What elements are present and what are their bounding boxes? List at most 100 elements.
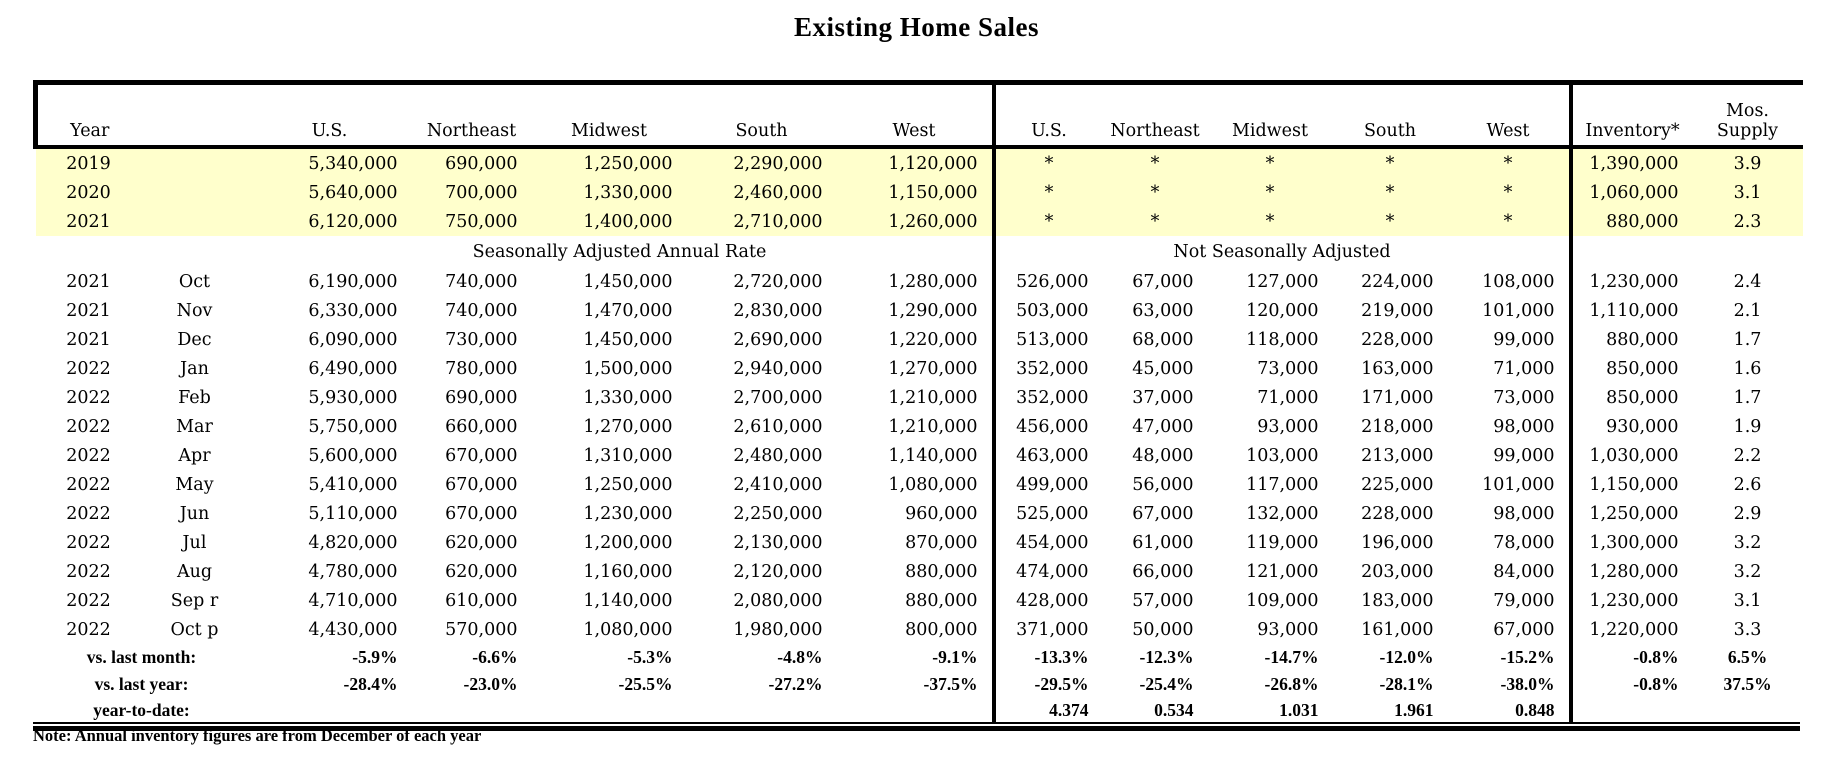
cell-saar-northeast: 620,000 — [445, 532, 518, 553]
cell-inventory: 1,230,000 — [1568, 267, 1693, 296]
cell-saar-midwest — [532, 698, 687, 722]
cell-inventory: 850,000 — [1568, 383, 1693, 412]
cell-mos-supply: 3.2 — [1733, 532, 1762, 553]
cell-nsa-south: 224,000 — [1361, 271, 1434, 292]
cell-saar-midwest: 1,140,000 — [583, 590, 673, 611]
cell-year: 2022 — [66, 561, 111, 582]
cell-inventory: 930,000 — [1568, 412, 1693, 441]
col-header-inventory: Inventory* — [1568, 82, 1693, 149]
cell-nsa-south: 228,000 — [1361, 503, 1434, 524]
cell-nsa-us: 352,000 — [991, 383, 1103, 412]
existing-home-sales-table: Year U.S. Northeast Midwest South West U… — [33, 80, 1803, 722]
cell-month: Apr — [178, 445, 211, 466]
cell-saar-west: 1,280,000 — [888, 271, 978, 292]
cell-saar-northeast — [412, 698, 532, 722]
cell-nsa-us: 428,000 — [991, 586, 1103, 615]
cell-saar-us: 5,750,000 — [308, 416, 398, 437]
cell-inventory: 1,060,000 — [1568, 178, 1693, 207]
cell-saar-south: 2,610,000 — [733, 416, 823, 437]
col-header-nsa-west: West — [1447, 82, 1571, 149]
cell-nsa-northeast: 67,000 — [1132, 503, 1194, 524]
nsa-group-label: Not Seasonally Adjusted — [991, 236, 1571, 267]
col-header-saar-west: West — [836, 82, 994, 149]
cell-saar-midwest: 1,250,000 — [583, 474, 673, 495]
monthly-row: 2021 Dec 6,090,000 730,000 1,450,000 2,690,00… — [36, 325, 1803, 354]
cell-nsa-midwest: * — [1207, 178, 1333, 207]
cell-inventory: 1,230,000 — [1568, 586, 1693, 615]
cell-saar-midwest: 1,250,000 — [531, 147, 687, 178]
cell-nsa-midwest: 117,000 — [1246, 474, 1319, 495]
col-header-month — [141, 82, 248, 149]
cell-nsa-midwest: 109,000 — [1246, 590, 1319, 611]
cell-saar-south: 2,120,000 — [733, 561, 823, 582]
cell-nsa-northeast: 45,000 — [1132, 358, 1194, 379]
cell-nsa-midwest: * — [1207, 207, 1333, 236]
monthly-row: 2022 May 5,410,000 670,000 1,250,000 2,410,00… — [36, 470, 1803, 499]
cell-year: 2022 — [66, 619, 111, 640]
cell-month: Oct — [178, 271, 211, 292]
group-subheader-row: Seasonally Adjusted Annual Rate Not Seas… — [36, 236, 1803, 267]
cell-saar-us: -5.9% — [352, 647, 398, 667]
cell-saar-northeast: 700,000 — [411, 178, 532, 207]
cell-nsa-west: 101,000 — [1482, 474, 1555, 495]
cell-year: 2021 — [35, 207, 142, 236]
cell-mos-supply: 3.3 — [1733, 619, 1762, 640]
cell-nsa-us: 526,000 — [991, 267, 1103, 296]
cell-nsa-south: 183,000 — [1361, 590, 1434, 611]
monthly-row: 2021 Oct 6,190,000 740,000 1,450,000 2,720,00… — [36, 267, 1803, 296]
cell-nsa-south: * — [1332, 147, 1448, 178]
subheader-spacer — [36, 236, 248, 267]
cell-saar-west: 1,210,000 — [888, 387, 978, 408]
cell-saar-west: 1,220,000 — [888, 329, 978, 350]
cell-saar-us: 6,190,000 — [308, 271, 398, 292]
cell-saar-northeast: 690,000 — [411, 147, 532, 178]
cell-mos-supply: 1.9 — [1733, 416, 1762, 437]
cell-year: 2022 — [66, 358, 111, 379]
cell-mos-supply: 2.2 — [1733, 445, 1762, 466]
cell-saar-northeast: 660,000 — [445, 416, 518, 437]
cell-nsa-us: 4.374 — [991, 698, 1103, 722]
cell-mos-supply: 2.1 — [1733, 300, 1762, 321]
monthly-row: 2022 Feb 5,930,000 690,000 1,330,000 2,700,00… — [36, 383, 1803, 412]
col-header-nsa-northeast: Northeast — [1102, 82, 1208, 149]
cell-nsa-midwest: 120,000 — [1246, 300, 1319, 321]
cell-year: 2022 — [66, 416, 111, 437]
cell-saar-northeast: -23.0% — [463, 674, 518, 694]
col-header-year: Year — [33, 82, 142, 149]
cell-nsa-south: -12.0% — [1379, 647, 1434, 667]
cell-mos-supply: 2.6 — [1733, 474, 1762, 495]
cell-nsa-northeast: * — [1102, 178, 1208, 207]
cell-saar-west: 960,000 — [905, 503, 978, 524]
cell-inventory: 1,030,000 — [1568, 441, 1693, 470]
cell-year: 2022 — [66, 503, 111, 524]
cell-year: 2022 — [66, 474, 111, 495]
cell-inventory: 1,300,000 — [1568, 528, 1693, 557]
cell-nsa-northeast: 37,000 — [1132, 387, 1194, 408]
cell-nsa-us: 456,000 — [991, 412, 1103, 441]
cell-nsa-us: 525,000 — [991, 499, 1103, 528]
annual-row: 2020 5,640,000 700,000 1,330,000 2,460,000 1,… — [35, 178, 1803, 207]
cell-saar-us: 6,120,000 — [247, 207, 412, 236]
cell-nsa-northeast: 50,000 — [1132, 619, 1194, 640]
cell-saar-west: 1,150,000 — [836, 178, 994, 207]
cell-year: 2022 — [66, 532, 111, 553]
cell-inventory: 880,000 — [1568, 325, 1693, 354]
cell-inventory: 1,250,000 — [1568, 499, 1693, 528]
cell-nsa-west: 84,000 — [1493, 561, 1555, 582]
cell-nsa-south: 228,000 — [1361, 329, 1434, 350]
cell-nsa-us: 371,000 — [991, 615, 1103, 644]
cell-nsa-west: 108,000 — [1482, 271, 1555, 292]
cell-nsa-south: -28.1% — [1379, 674, 1434, 694]
cell-saar-west: 870,000 — [905, 532, 978, 553]
cell-nsa-northeast: 68,000 — [1132, 329, 1194, 350]
cell-month: Oct p — [170, 619, 219, 640]
cell-nsa-us: 474,000 — [991, 557, 1103, 586]
cell-inventory: 1,110,000 — [1568, 296, 1693, 325]
cell-saar-us — [248, 698, 412, 722]
col-header-saar-south: South — [686, 82, 837, 149]
cell-saar-us: 4,430,000 — [308, 619, 398, 640]
cell-saar-south: 2,130,000 — [733, 532, 823, 553]
monthly-row: 2022 Sep r 4,710,000 610,000 1,140,000 2,080,… — [36, 586, 1803, 615]
cell-saar-south: 1,980,000 — [733, 619, 823, 640]
cell-year: 2019 — [35, 147, 142, 178]
